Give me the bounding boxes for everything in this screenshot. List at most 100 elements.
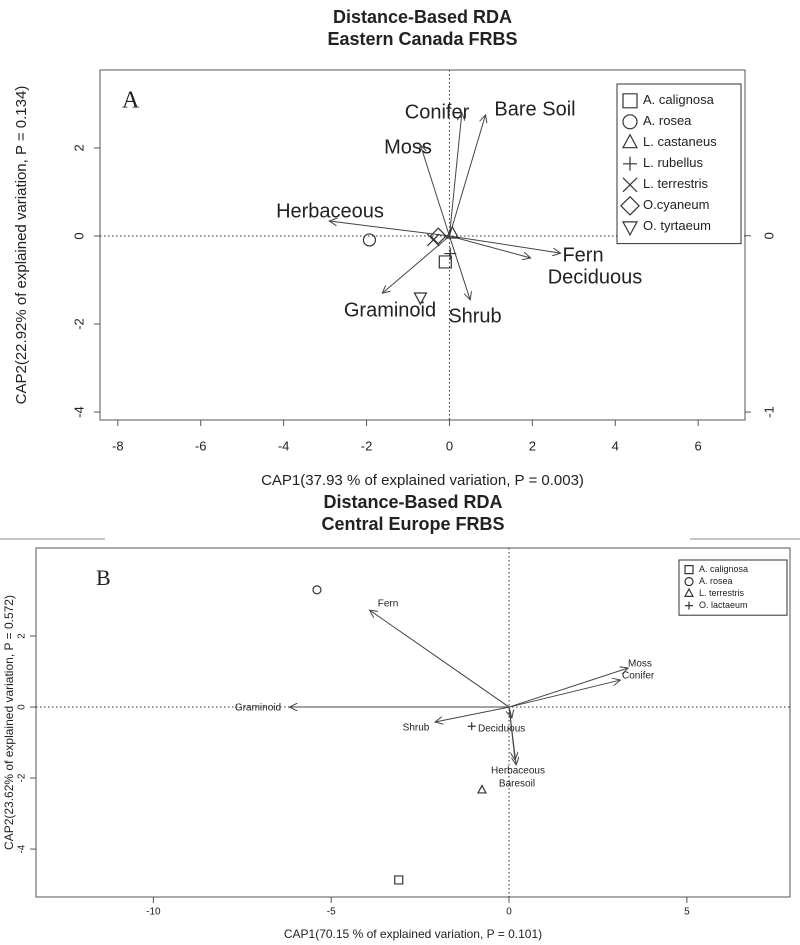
vector-arrow — [329, 221, 450, 237]
legend-label: A. calignosa — [699, 564, 748, 574]
legend-symbol — [620, 195, 640, 216]
y-tick-label: 2 — [71, 144, 86, 151]
vector-label: Shrub — [448, 305, 501, 327]
x-tick-label: 6 — [695, 438, 702, 453]
y-axis-label: CAP2(23.62% of explained variation, P = … — [2, 595, 16, 850]
vector-label: Baresoil — [499, 779, 535, 790]
vector-label: Deciduous — [478, 724, 525, 735]
x-tick-label: 4 — [612, 438, 619, 453]
legend-symbol — [623, 156, 637, 171]
legend-symbol — [622, 177, 638, 193]
legend-label: A. calignosa — [643, 92, 715, 107]
legend-symbol — [685, 601, 693, 610]
legend-label: L. castaneus — [643, 134, 717, 149]
legend-label: L. rubellus — [643, 155, 703, 170]
vector-label: Fern — [562, 244, 603, 266]
vector-arrow — [448, 235, 470, 300]
species-point — [444, 247, 457, 260]
vector-arrow — [435, 706, 510, 722]
x-axis-label: CAP1(37.93 % of explained variation, P =… — [261, 472, 584, 489]
legend-symbol — [683, 587, 695, 597]
x-tick-label: 0 — [506, 907, 512, 918]
species-point — [467, 722, 476, 731]
legend-symbol — [684, 565, 694, 575]
vector-label: Graminoid — [344, 299, 436, 321]
vector-arrow — [370, 610, 510, 708]
x-axis-label: CAP1(70.15 % of explained variation, P =… — [284, 927, 542, 941]
vector-arrow — [420, 145, 450, 237]
vector-label: Fern — [378, 599, 399, 610]
x-tick-label: -2 — [361, 438, 373, 453]
vector-label: Herbaceous — [276, 200, 384, 222]
y-tick-label: -4 — [17, 844, 28, 853]
vector-label: Conifer — [405, 101, 470, 123]
vector-arrow — [449, 235, 530, 258]
vector-label: Herbaceous — [491, 766, 545, 777]
panel-letter: A — [122, 88, 140, 114]
vector-label: Moss — [628, 659, 652, 670]
legend-box — [616, 83, 742, 245]
y-tick-label: -2 — [17, 773, 28, 782]
y-tick-label: -4 — [71, 406, 86, 418]
x-tick-label: -4 — [278, 438, 290, 453]
legend-label: L. terrestris — [699, 588, 745, 598]
species-point — [426, 233, 440, 247]
x-tick-label: -6 — [195, 438, 207, 453]
vector-arrow — [449, 235, 560, 253]
legend-box — [678, 559, 788, 616]
y-axis-label: CAP2(22.92% of explained variation, P = … — [13, 86, 30, 405]
species-point — [394, 875, 404, 885]
vector-arrow — [508, 680, 620, 708]
x-tick-label: 0 — [446, 438, 453, 453]
species-point — [476, 784, 488, 794]
vector-label: Conifer — [622, 671, 655, 682]
vector-arrow — [508, 706, 516, 765]
vector-label: Graminoid — [235, 703, 281, 714]
y2-tick-label: 0 — [761, 232, 776, 239]
x-tick-label: -5 — [327, 907, 336, 918]
plot-frame — [35, 547, 791, 898]
legend-symbol — [621, 133, 639, 149]
legend-label: O. lactaeum — [699, 600, 748, 610]
x-tick-label: -10 — [146, 907, 161, 918]
legend-symbol — [621, 221, 639, 237]
x-tick-label: -8 — [112, 438, 124, 453]
legend-symbol — [622, 93, 638, 109]
species-point — [438, 255, 452, 269]
vector-arrow — [448, 115, 485, 237]
chart-title: Distance-Based RDA — [333, 7, 512, 27]
y2-tick-label: -1 — [761, 406, 776, 418]
species-point — [312, 585, 322, 595]
species-point — [413, 292, 428, 306]
legend-label: O.cyaneum — [643, 197, 709, 212]
legend-symbol — [684, 577, 694, 587]
chart-subtitle: Central Europe FRBS — [321, 514, 504, 534]
chart-title: Distance-Based RDA — [323, 492, 502, 512]
species-point — [445, 225, 460, 239]
x-tick-label: 5 — [684, 907, 690, 918]
x-tick-label: 2 — [529, 438, 536, 453]
vector-label: Moss — [384, 136, 432, 158]
y-tick-label: 0 — [71, 232, 86, 239]
chart-subtitle: Eastern Canada FRBS — [327, 29, 517, 49]
y-tick-label: -2 — [71, 318, 86, 330]
vector-arrow — [448, 113, 461, 237]
species-point — [429, 227, 447, 245]
vector-label: Shrub — [403, 723, 430, 734]
legend-label: L. terrestris — [643, 176, 709, 191]
y-tick-label: 0 — [17, 704, 28, 710]
vector-label: Deciduous — [548, 266, 643, 288]
panel-letter: B — [96, 565, 111, 590]
vector-label: Bare Soil — [494, 98, 575, 120]
y-tick-label: 2 — [17, 633, 28, 639]
legend-label: O. tyrtaeum — [643, 218, 711, 233]
species-point — [362, 233, 377, 247]
legend-label: A. rosea — [643, 113, 692, 128]
vector-arrow — [508, 668, 628, 708]
legend-label: A. rosea — [699, 576, 733, 586]
legend-symbol — [622, 114, 638, 130]
